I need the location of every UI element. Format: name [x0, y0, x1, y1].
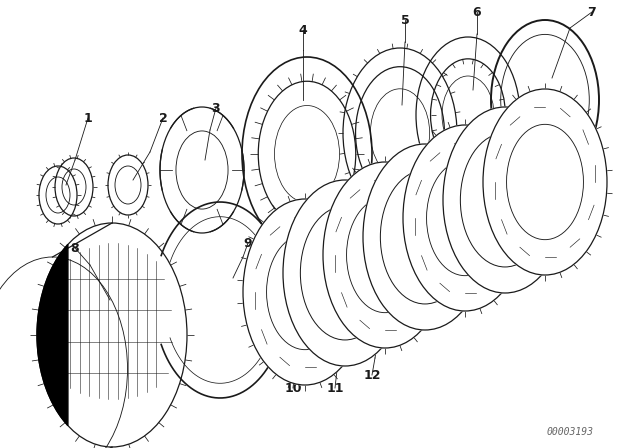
Text: 2: 2	[159, 112, 168, 125]
Text: 10: 10	[284, 382, 301, 395]
Polygon shape	[403, 125, 527, 311]
Polygon shape	[323, 162, 447, 348]
Text: 1: 1	[84, 112, 92, 125]
Polygon shape	[243, 199, 367, 385]
Polygon shape	[37, 245, 68, 426]
Text: 12: 12	[364, 369, 381, 382]
Text: 00003193: 00003193	[547, 427, 593, 437]
Text: 11: 11	[326, 382, 344, 395]
Text: 8: 8	[70, 241, 79, 254]
Text: 5: 5	[401, 13, 410, 26]
Text: 6: 6	[473, 5, 481, 18]
Text: 3: 3	[212, 102, 220, 115]
Text: 4: 4	[299, 23, 307, 36]
Polygon shape	[443, 107, 567, 293]
Polygon shape	[483, 89, 607, 275]
Polygon shape	[283, 180, 407, 366]
Text: 7: 7	[588, 5, 596, 18]
Polygon shape	[363, 144, 487, 330]
Text: 9: 9	[244, 237, 252, 250]
